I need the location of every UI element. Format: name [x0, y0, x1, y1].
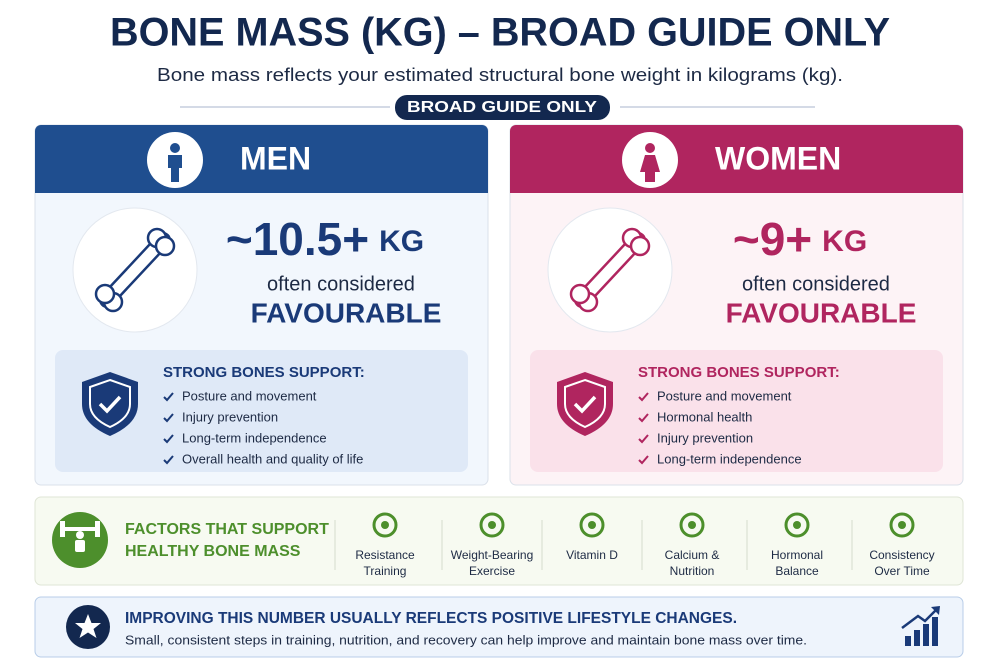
value: ~10.5+ KG — [226, 213, 424, 265]
factor-label: Training — [364, 564, 407, 578]
verdict: FAVOURABLE — [251, 297, 442, 328]
support-item: Posture and movement — [657, 388, 792, 403]
person-body — [640, 155, 660, 182]
caption: often considered — [742, 273, 890, 295]
factor-icon-dot — [793, 521, 801, 529]
support-item: Injury prevention — [182, 409, 278, 424]
value-number: ~9+ — [733, 213, 812, 265]
factor-icon — [889, 512, 915, 538]
factor-icon-dot — [588, 521, 596, 529]
support-item: Long-term independence — [657, 451, 802, 466]
factor-icon — [372, 512, 398, 538]
factor-label: Hormonal — [771, 548, 823, 562]
badge-text: BROAD GUIDE ONLY — [407, 99, 597, 116]
support-item: Overall health and quality of life — [182, 451, 363, 466]
factor-label: Calcium & — [665, 548, 720, 562]
value: ~9+ KG — [733, 213, 867, 265]
person-body — [168, 155, 182, 182]
factor-icon-dot — [898, 521, 906, 529]
factors: Resistance Training Weight-Bearing Exercise… — [334, 512, 935, 578]
person-head — [645, 143, 655, 153]
bone-knob — [94, 283, 116, 305]
bone-knob — [569, 283, 591, 305]
badge — [395, 95, 610, 120]
panel-header — [510, 125, 963, 193]
factor-icon — [679, 512, 705, 538]
panel-header — [35, 125, 488, 193]
panel-heading: MEN — [240, 140, 311, 176]
bone-inner — [576, 234, 644, 306]
shield — [557, 372, 613, 436]
factor-label: Over Time — [874, 564, 930, 578]
bone-inner — [101, 234, 169, 306]
factor-icon-dot — [688, 521, 696, 529]
star — [75, 614, 101, 638]
verdict: FAVOURABLE — [726, 297, 917, 328]
value-unit: KG — [822, 225, 867, 258]
caption: often considered — [267, 273, 415, 295]
person-head — [170, 143, 180, 153]
factor-icon-dot — [381, 521, 389, 529]
shield-check — [573, 395, 597, 414]
factor-icon — [579, 512, 605, 538]
support-item: Long-term independence — [182, 430, 327, 445]
check — [163, 392, 174, 402]
value-unit: KG — [379, 225, 424, 258]
support-title: STRONG BONES SUPPORT: — [638, 364, 840, 381]
check — [638, 392, 649, 402]
check — [638, 455, 649, 465]
check — [163, 434, 174, 444]
footer-heading: IMPROVING THIS NUMBER USUALLY REFLECTS P… — [125, 610, 737, 627]
factor-icon-dot — [488, 521, 496, 529]
factor-label: Resistance — [355, 548, 415, 562]
factor-label: Vitamin D — [566, 548, 618, 562]
factors-box — [34, 496, 964, 586]
support-box — [55, 350, 468, 472]
panel-heading: WOMEN — [715, 140, 841, 176]
dumbbell-person — [60, 521, 100, 552]
subtitle: Bone mass reflects your estimated struct… — [157, 65, 843, 85]
factor-label: Consistency — [869, 548, 934, 562]
factor-label: Exercise — [469, 564, 515, 578]
shield-inner — [564, 378, 606, 429]
check — [163, 455, 174, 465]
shield-check — [98, 395, 122, 414]
factor-label: Balance — [775, 564, 819, 578]
factors-title: FACTORS THAT SUPPORT — [125, 521, 329, 538]
footer-text: Small, consistent steps in training, nut… — [125, 632, 807, 647]
shield-inner — [89, 378, 131, 429]
footer-box — [34, 596, 964, 658]
factor-icon — [784, 512, 810, 538]
support-item: Injury prevention — [657, 430, 753, 445]
shield — [82, 372, 138, 436]
bone-knob — [629, 235, 651, 257]
factor-label: Weight-Bearing — [451, 548, 534, 562]
support-item: Hormonal health — [657, 409, 752, 424]
growth-icon — [901, 606, 940, 646]
title: BONE MASS (KG) – BROAD GUIDE ONLY — [110, 11, 890, 55]
check — [638, 413, 649, 423]
check — [163, 413, 174, 423]
factor-label: Nutrition — [670, 564, 715, 578]
bone-knob — [154, 235, 176, 257]
support-title: STRONG BONES SUPPORT: — [163, 364, 365, 381]
factor-icon — [479, 512, 505, 538]
check — [638, 434, 649, 444]
value-number: ~10.5+ — [226, 213, 369, 265]
support-box — [530, 350, 943, 472]
factors-title: HEALTHY BONE MASS — [125, 543, 301, 560]
support-item: Posture and movement — [182, 388, 317, 403]
